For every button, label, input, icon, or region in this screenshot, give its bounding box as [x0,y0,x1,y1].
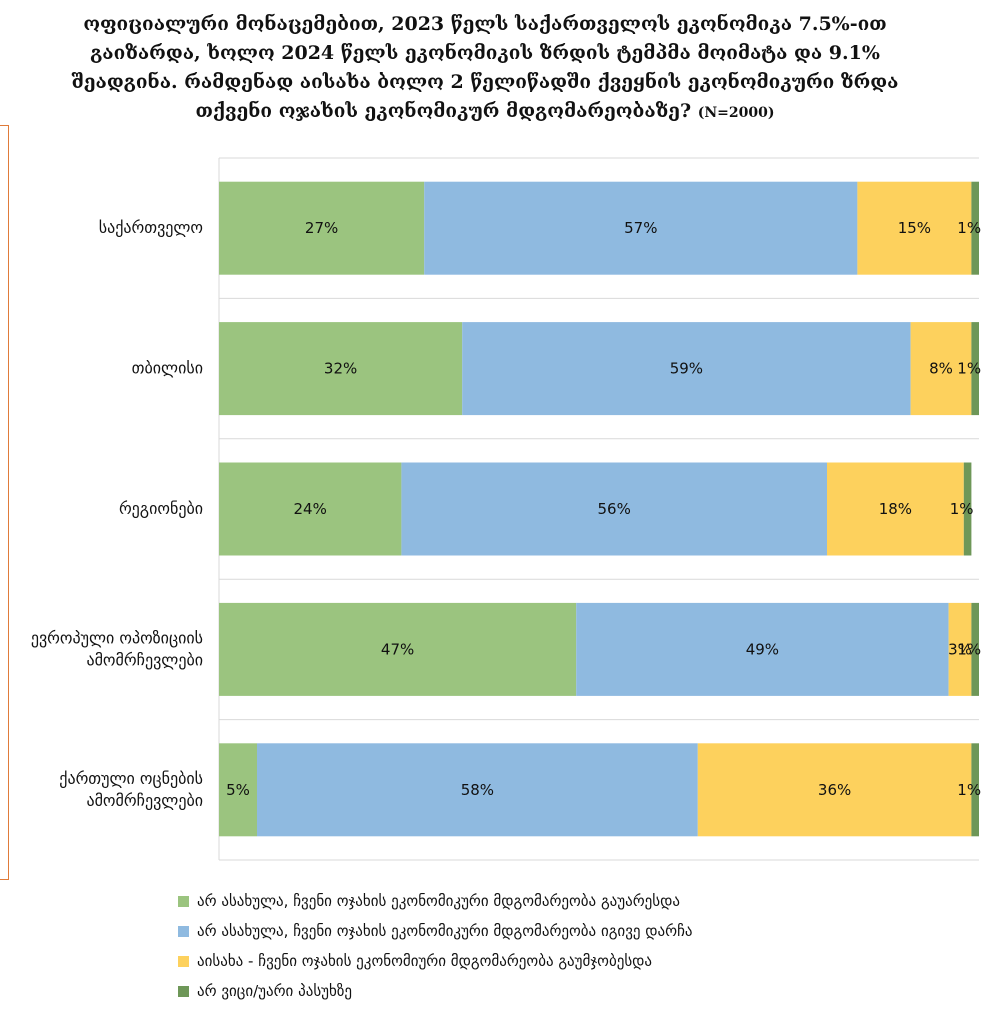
legend-swatch [178,955,189,967]
data-label: 57% [624,219,657,237]
bar-segment [971,322,979,416]
legend-label: არ ასახულა, ჩვენი ოჯახის ეკონომიკური მდგ… [197,922,693,940]
bar-segment [401,462,827,556]
data-label: 59% [670,360,703,378]
legend-item: აისახა - ჩვენი ოჯახის ეკონომიური მდგომარ… [178,946,693,976]
legend-item: არ ასახულა, ჩვენი ოჯახის ეკონომიკური მდგ… [178,916,693,946]
grid-lines [218,157,979,861]
legend-label: აისახა - ჩვენი ოჯახის ეკონომიური მდგომარ… [197,952,653,970]
bar-segment [219,602,577,696]
data-label: 56% [598,500,631,518]
bars: 27% 57% 15% 1%32% 59% 8% 1%24% 56% 18% 1%47% 49% 3%… [219,181,981,837]
legend-swatch [178,895,189,907]
data-label: 1% [957,781,981,799]
legend: არ ასახულა, ჩვენი ოჯახის ეკონომიკური მდგ… [178,886,693,1006]
bar-segment [827,462,964,556]
frame-border [0,125,9,880]
data-label: 49% [746,640,779,658]
data-label: 18% [879,500,912,518]
legend-label: არ ასახულა, ჩვენი ოჯახის ეკონომიკური მდგ… [197,892,681,910]
category-label: ქართული ოცნების [59,769,203,788]
category-label: ამომრჩევლები [86,650,203,669]
bar-segment [219,462,402,556]
data-label: 58% [461,781,494,799]
bar-segment [910,322,972,416]
bar-segment [948,602,972,696]
data-label: 15% [898,219,931,237]
data-label: 1% [957,640,981,658]
legend-swatch [178,925,189,937]
bar-segment [257,743,698,837]
bar-segment [971,181,979,275]
category-label: თბილისი [132,359,203,378]
data-label: 32% [324,360,357,378]
chart-title-text: ოფიციალური მონაცემებით, 2023 წელს საქართ… [71,13,899,122]
legend-swatch [178,985,189,997]
category-label: ევროპული ოპოზიციის [31,628,203,647]
category-label: ამომრჩევლები [86,791,203,810]
data-label: 1% [950,500,974,518]
category-label: საქართველო [99,218,203,237]
legend-item: არ ვიცი/უარი პასუხზე [178,976,693,1006]
category-labels: საქართველო თბილისი რეგიონები ევროპული ოპოზი… [31,218,203,810]
bar-segment [424,181,858,275]
legend-label: არ ვიცი/უარი პასუხზე [197,982,352,1000]
chart-title: ოფიციალური მონაცემებით, 2023 წელს საქართ… [40,10,930,128]
category-label: რეგიონები [119,499,203,518]
data-label: 36% [818,781,851,799]
data-label: 3% [948,640,972,658]
stacked-bar-chart: 27% 57% 15% 1%32% 59% 8% 1%24% 56% 18% 1%47% 49% 3%… [31,157,981,861]
data-label: 27% [305,219,338,237]
data-label: 5% [226,781,250,799]
bar-segment [219,322,463,416]
data-label: 1% [957,219,981,237]
bar-segment [462,322,911,416]
bar-segment [857,181,972,275]
bar-segment [576,602,949,696]
bar-segment [963,462,972,556]
data-label: 47% [381,640,414,658]
bar-segment [219,181,425,275]
bar-segment [971,743,979,837]
sample-size-note: (N=2000) [697,105,775,121]
bar-segment [697,743,972,837]
legend-item: არ ასახულა, ჩვენი ოჯახის ეკონომიკური მდგ… [178,886,693,916]
bar-segment [971,602,979,696]
data-label: 1% [957,360,981,378]
data-label: 24% [294,500,327,518]
bar-segment [219,743,257,837]
data-label: 8% [929,360,953,378]
